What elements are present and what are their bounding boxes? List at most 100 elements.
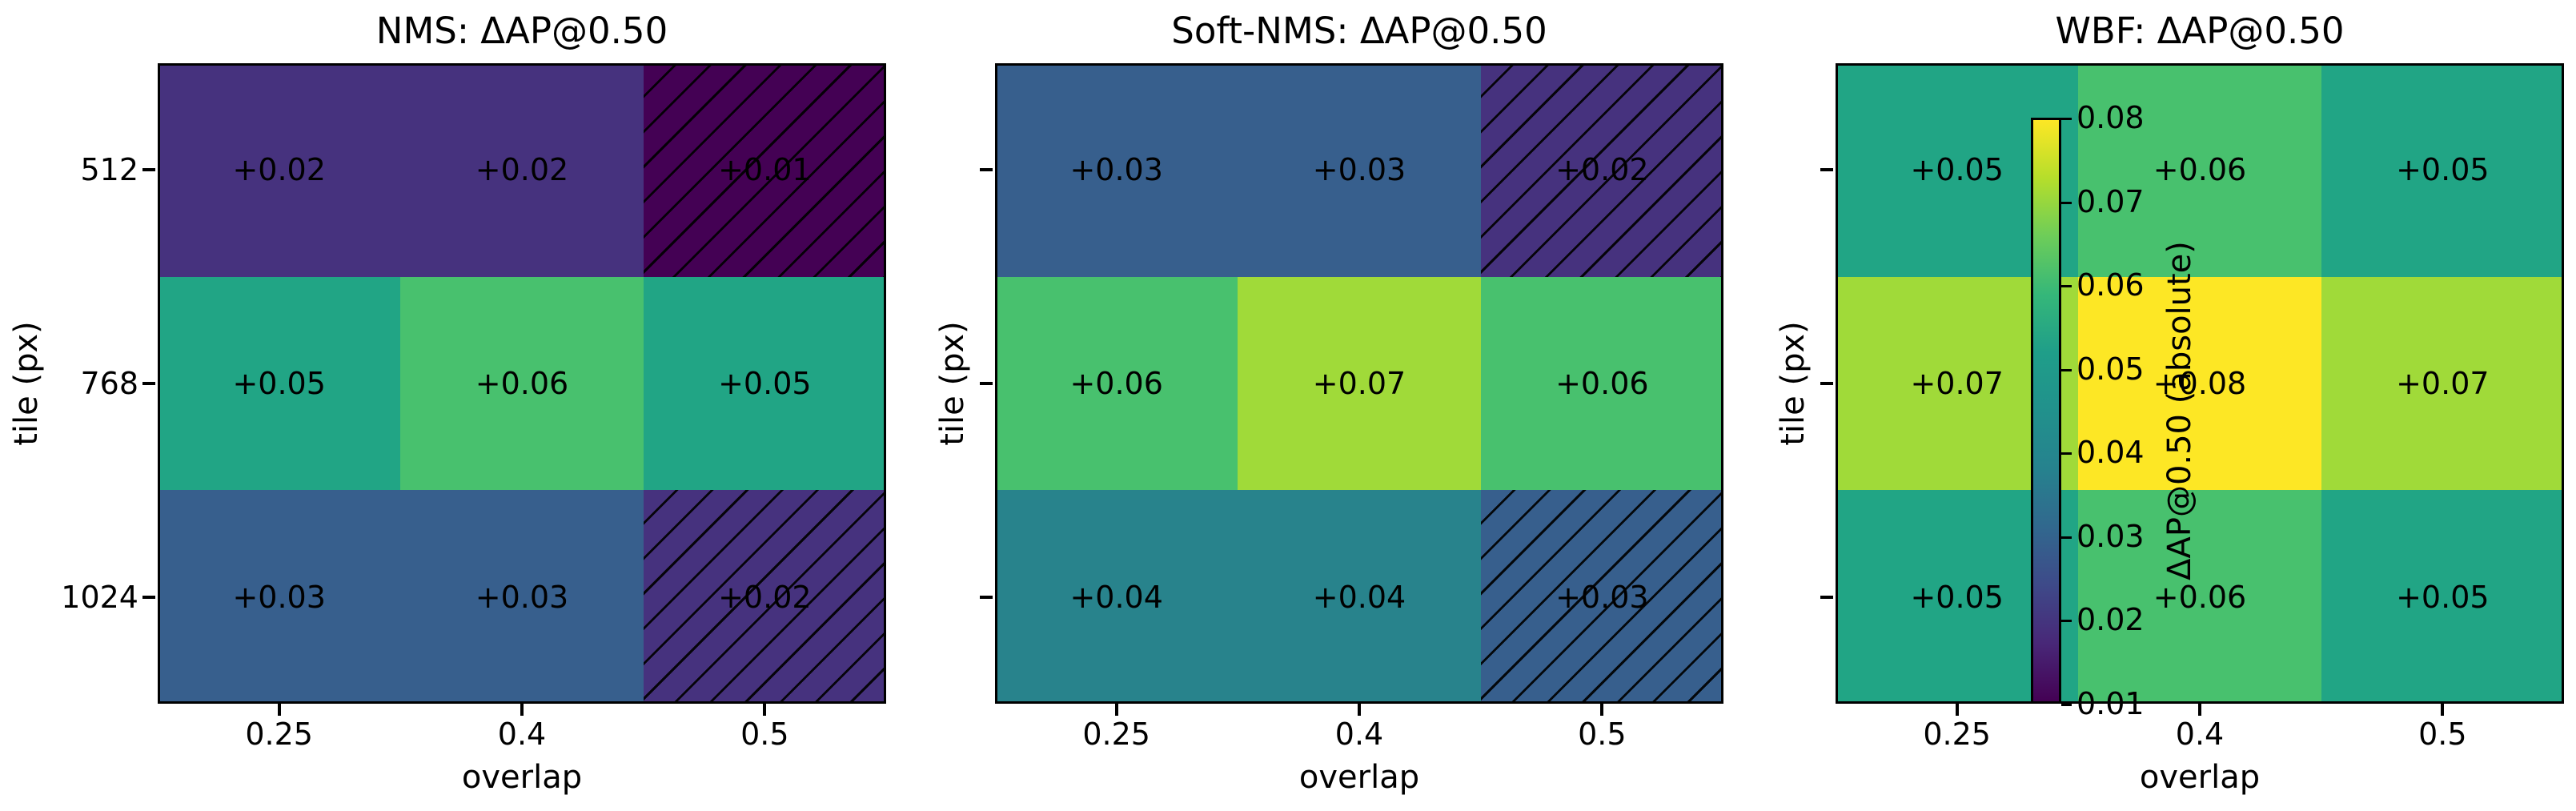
x-tick-label: 0.5: [740, 717, 789, 752]
colorbar-tick-mark: [2061, 704, 2072, 706]
heatmap-cell: +0.02: [1480, 63, 1724, 277]
heatmap-cell: +0.03: [1238, 63, 1481, 277]
cell-label: +0.04: [1312, 579, 1406, 615]
x-tick-label: 0.25: [245, 717, 313, 752]
panel-nms: NMS: ΔAP@0.50 +0.02 +0.02 +0.01 +0.05 +0…: [8, 0, 887, 811]
colorbar-tick-label: 0.03: [2076, 518, 2145, 554]
cell-label: +0.03: [1312, 152, 1406, 188]
heatmap-cell: +0.03: [995, 63, 1238, 277]
colorbar-tick-mark: [2061, 452, 2072, 456]
cell-label: +0.02: [475, 152, 569, 188]
cell-label: +0.05: [2396, 579, 2490, 615]
heatmap-cell: +0.06: [2078, 490, 2321, 704]
heatmap-cell: +0.03: [400, 490, 644, 704]
y-tick-mark: [142, 168, 155, 172]
x-tick-label: 0.4: [497, 717, 547, 752]
colorbar-axis-label: ΔAP@0.50 (absolute): [2161, 241, 2198, 580]
cell-label: +0.06: [1069, 365, 1163, 401]
heatmap-cell: +0.06: [995, 276, 1238, 491]
cell-label: +0.06: [1555, 365, 1649, 401]
heatmap-axes-nms: +0.02 +0.02 +0.01 +0.05 +0.06 +0.05 +0.0…: [8, 63, 887, 752]
cell-label: +0.03: [1555, 579, 1649, 615]
cell-label: +0.02: [1555, 152, 1649, 188]
cell-label: +0.07: [1312, 365, 1406, 401]
heatmap-cell: +0.02: [643, 490, 887, 704]
heatmap-cell: +0.06: [2078, 63, 2321, 277]
cell-label: +0.05: [1910, 152, 2004, 188]
y-tick-mark: [1820, 595, 1833, 599]
colorbar-tick-mark: [2061, 536, 2072, 539]
heatmap-cell: +0.04: [995, 490, 1238, 704]
colorbar-tick-mark: [2061, 285, 2072, 288]
x-tick-label: 0.5: [1578, 717, 1627, 752]
panel-title: NMS: ΔAP@0.50: [375, 10, 668, 52]
x-tick-mark: [1358, 704, 1361, 716]
x-axis-label: overlap: [1298, 759, 1420, 796]
cell-label: +0.05: [718, 365, 812, 401]
cell-label: +0.03: [1069, 152, 1163, 188]
panel-title: WBF: ΔAP@0.50: [2055, 10, 2345, 52]
heatmap-axes-wbf: +0.05 +0.06 +0.05 +0.07 +0.08 +0.07 +0.0…: [1775, 63, 2564, 752]
heatmap-cell: +0.08: [2078, 276, 2321, 491]
y-tick-label: 768: [80, 366, 138, 401]
x-tick-mark: [763, 704, 767, 716]
colorbar-tick-mark: [2061, 620, 2072, 623]
y-tick-mark: [980, 168, 993, 172]
x-axis-label: overlap: [2139, 759, 2261, 796]
panel-wbf: WBF: ΔAP@0.50 +0.05 +0.06 +0.05 +0.07 +0…: [1775, 0, 2564, 811]
x-tick-label: 0.4: [1334, 717, 1384, 752]
heatmap-cell: +0.02: [400, 63, 644, 277]
cell-label: +0.02: [232, 152, 326, 188]
x-tick-mark: [2198, 704, 2201, 716]
heatmap-grid: +0.05 +0.06 +0.05 +0.07 +0.08 +0.07 +0.0…: [1836, 63, 2564, 704]
cell-label: +0.07: [1910, 365, 2004, 401]
colorbar: 0.08 0.07 0.06 0.05 0.04 0.03 0.02 0.01: [2031, 100, 2145, 721]
cell-label: +0.05: [2396, 152, 2490, 188]
cell-label: +0.05: [232, 365, 326, 401]
y-tick-mark: [1820, 168, 1833, 172]
x-tick-mark: [1114, 704, 1118, 716]
heatmap-cell: +0.01: [643, 63, 887, 277]
cell-label: +0.03: [232, 579, 326, 615]
colorbar-tick-label: 0.04: [2076, 435, 2145, 471]
heatmap-axes-soft-nms: +0.03 +0.03 +0.02 +0.06 +0.07 +0.06 +0.0…: [934, 63, 1724, 752]
heatmap-grid: +0.03 +0.03 +0.02 +0.06 +0.07 +0.06 +0.0…: [995, 63, 1724, 704]
colorbar-tick-label: 0.05: [2076, 351, 2145, 387]
x-tick-label: 0.25: [1082, 717, 1150, 752]
colorbar-gradient: [2031, 118, 2061, 704]
cell-label: +0.03: [475, 579, 569, 615]
cell-label: +0.08: [2153, 365, 2247, 401]
y-axis-label: tile (px): [1775, 321, 1812, 446]
x-tick-label: 0.5: [2418, 717, 2467, 752]
colorbar-tick-label: 0.06: [2076, 267, 2145, 303]
heatmap-cell: +0.03: [1480, 490, 1724, 704]
heatmap-cell: +0.06: [400, 276, 644, 491]
y-tick-label: 1024: [61, 579, 138, 615]
colorbar-tick-label: 0.02: [2076, 602, 2145, 638]
colorbar-tick-label: 0.08: [2076, 100, 2145, 135]
cell-label: +0.01: [718, 152, 812, 188]
heatmap-grid: +0.02 +0.02 +0.01 +0.05 +0.06 +0.05 +0.0…: [158, 63, 887, 704]
x-tick-mark: [2441, 704, 2445, 716]
heatmap-cell: +0.05: [643, 276, 886, 491]
x-tick-mark: [520, 704, 524, 716]
x-axis-label: overlap: [461, 759, 583, 796]
heatmap-cell: +0.07: [2321, 276, 2564, 491]
cell-label: +0.06: [475, 365, 569, 401]
cell-label: +0.05: [1910, 579, 2004, 615]
x-tick-mark: [1955, 704, 1959, 716]
heatmap-cell: +0.02: [158, 63, 401, 277]
heatmap-cell: +0.05: [2321, 63, 2564, 277]
heatmap-cell: +0.05: [158, 276, 401, 491]
y-tick-mark: [1820, 382, 1833, 385]
cell-label: +0.06: [2153, 579, 2247, 615]
colorbar-tick-mark: [2061, 368, 2072, 371]
cell-label: +0.02: [718, 579, 812, 615]
heatmap-cell: +0.03: [158, 490, 401, 704]
heatmap-cell: +0.07: [1238, 276, 1481, 491]
y-tick-label: 512: [80, 152, 138, 188]
heatmap-cell: +0.06: [1480, 276, 1723, 491]
cell-label: +0.07: [2396, 365, 2490, 401]
y-tick-mark: [980, 382, 993, 385]
x-tick-mark: [1600, 704, 1604, 716]
